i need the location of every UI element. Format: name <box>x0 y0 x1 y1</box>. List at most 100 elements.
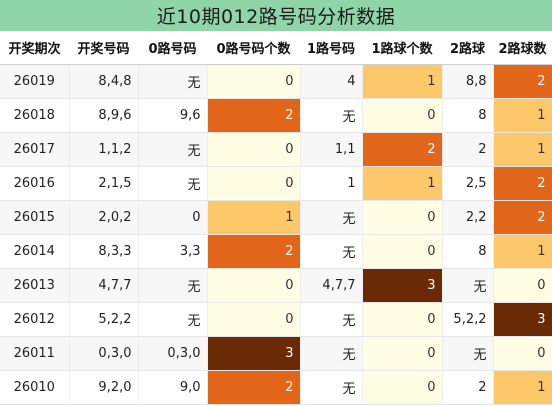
cell-route0-count: 2 <box>207 370 301 405</box>
cell-route0-count: 0 <box>207 166 301 201</box>
table-header-row: 开奖期次 开奖号码 0路号码 0路号码个数 1路号码 1路球个数 2路球 2路球… <box>0 31 552 65</box>
cell-route1-count: 0 <box>362 336 443 371</box>
cell-draw: 4,7,7 <box>69 268 139 303</box>
cell-route0: 无 <box>138 166 208 201</box>
cell-route2-count: 1 <box>493 370 552 405</box>
table-row: 26014 8,3,3 3,3 2 无 0 8 1 <box>0 234 552 269</box>
cell-route1-count: 0 <box>362 200 443 235</box>
header-period: 开奖期次 <box>0 31 69 65</box>
cell-route1: 无 <box>300 370 363 405</box>
header-route2: 2路球 <box>442 31 493 65</box>
cell-route1: 无 <box>300 98 363 133</box>
table-row: 26011 0,3,0 0,3,0 3 无 0 无 0 <box>0 336 552 371</box>
cell-route1: 4,7,7 <box>300 268 363 303</box>
cell-route2: 5,2,2 <box>442 302 494 337</box>
cell-route2-count: 2 <box>493 64 552 99</box>
cell-period: 26016 <box>0 166 70 201</box>
table-row: 26016 2,1,5 无 0 1 1 2,5 2 <box>0 166 552 201</box>
cell-route1: 无 <box>300 302 363 337</box>
cell-route2: 2,2 <box>442 200 494 235</box>
cell-route1-count: 1 <box>362 166 443 201</box>
analysis-table: 开奖期次 开奖号码 0路号码 0路号码个数 1路号码 1路球个数 2路球 2路球… <box>0 31 552 405</box>
cell-draw: 8,3,3 <box>69 234 139 269</box>
cell-route0-count: 0 <box>207 132 301 167</box>
cell-route0: 无 <box>138 302 208 337</box>
cell-route0: 0 <box>138 200 208 235</box>
header-draw: 开奖号码 <box>69 31 138 65</box>
header-route0: 0路号码 <box>138 31 207 65</box>
cell-draw: 8,4,8 <box>69 64 139 99</box>
cell-route0-count: 0 <box>207 268 301 303</box>
table-row: 26010 9,2,0 9,0 2 无 0 2 1 <box>0 370 552 405</box>
cell-route0-count: 3 <box>207 336 301 371</box>
table-row: 26015 2,0,2 0 1 无 0 2,2 2 <box>0 200 552 235</box>
cell-period: 26011 <box>0 336 70 371</box>
cell-period: 26010 <box>0 370 70 405</box>
cell-route1-count: 3 <box>362 268 443 303</box>
cell-draw: 2,0,2 <box>69 200 139 235</box>
cell-route1: 1 <box>300 166 363 201</box>
cell-route0-count: 2 <box>207 98 301 133</box>
cell-route0-count: 0 <box>207 302 301 337</box>
cell-route0-count: 0 <box>207 64 301 99</box>
cell-route2: 无 <box>442 268 494 303</box>
cell-route0: 无 <box>138 268 208 303</box>
cell-route0: 3,3 <box>138 234 208 269</box>
cell-route2-count: 2 <box>493 200 552 235</box>
cell-route1: 无 <box>300 200 363 235</box>
cell-draw: 9,2,0 <box>69 370 139 405</box>
cell-route1: 4 <box>300 64 363 99</box>
cell-route2-count: 3 <box>493 302 552 337</box>
cell-route0: 无 <box>138 64 208 99</box>
cell-route2: 2 <box>442 370 494 405</box>
cell-route2: 无 <box>442 336 494 371</box>
cell-draw: 5,2,2 <box>69 302 139 337</box>
cell-route2-count: 2 <box>493 166 552 201</box>
cell-period: 26014 <box>0 234 70 269</box>
cell-route0: 9,0 <box>138 370 208 405</box>
cell-period: 26012 <box>0 302 70 337</box>
header-route1: 1路号码 <box>300 31 362 65</box>
table-row: 26019 8,4,8 无 0 4 1 8,8 2 <box>0 64 552 99</box>
cell-route0: 0,3,0 <box>138 336 208 371</box>
cell-route1-count: 0 <box>362 98 443 133</box>
cell-route1: 1,1 <box>300 132 363 167</box>
cell-draw: 0,3,0 <box>69 336 139 371</box>
page-title: 近10期012路号码分析数据 <box>0 0 552 31</box>
cell-draw: 2,1,5 <box>69 166 139 201</box>
cell-route2: 2 <box>442 132 494 167</box>
cell-route1-count: 0 <box>362 234 443 269</box>
cell-route1-count: 2 <box>362 132 443 167</box>
cell-route2-count: 1 <box>493 98 552 133</box>
table-row: 26018 8,9,6 9,6 2 无 0 8 1 <box>0 98 552 133</box>
cell-route2: 2,5 <box>442 166 494 201</box>
cell-route2-count: 1 <box>493 234 552 269</box>
cell-period: 26017 <box>0 132 70 167</box>
cell-period: 26015 <box>0 200 70 235</box>
cell-route2-count: 0 <box>493 336 552 371</box>
cell-route2-count: 1 <box>493 132 552 167</box>
cell-route0-count: 2 <box>207 234 301 269</box>
table-row: 26012 5,2,2 无 0 无 0 5,2,2 3 <box>0 302 552 337</box>
cell-period: 26018 <box>0 98 70 133</box>
cell-route0: 无 <box>138 132 208 167</box>
cell-route1-count: 0 <box>362 370 443 405</box>
table-row: 26017 1,1,2 无 0 1,1 2 2 1 <box>0 132 552 167</box>
header-route0-count: 0路号码个数 <box>207 31 300 65</box>
cell-draw: 1,1,2 <box>69 132 139 167</box>
cell-route0-count: 1 <box>207 200 301 235</box>
cell-route2: 8 <box>442 98 494 133</box>
cell-period: 26019 <box>0 64 70 99</box>
cell-route1-count: 0 <box>362 302 443 337</box>
cell-route2: 8 <box>442 234 494 269</box>
cell-route2: 8,8 <box>442 64 494 99</box>
cell-period: 26013 <box>0 268 70 303</box>
cell-route1-count: 1 <box>362 64 443 99</box>
header-route1-count: 1路球个数 <box>362 31 442 65</box>
table-row: 26013 4,7,7 无 0 4,7,7 3 无 0 <box>0 268 552 303</box>
cell-route0: 9,6 <box>138 98 208 133</box>
header-route2-count: 2路球数 <box>493 31 552 65</box>
cell-draw: 8,9,6 <box>69 98 139 133</box>
cell-route1: 无 <box>300 336 363 371</box>
